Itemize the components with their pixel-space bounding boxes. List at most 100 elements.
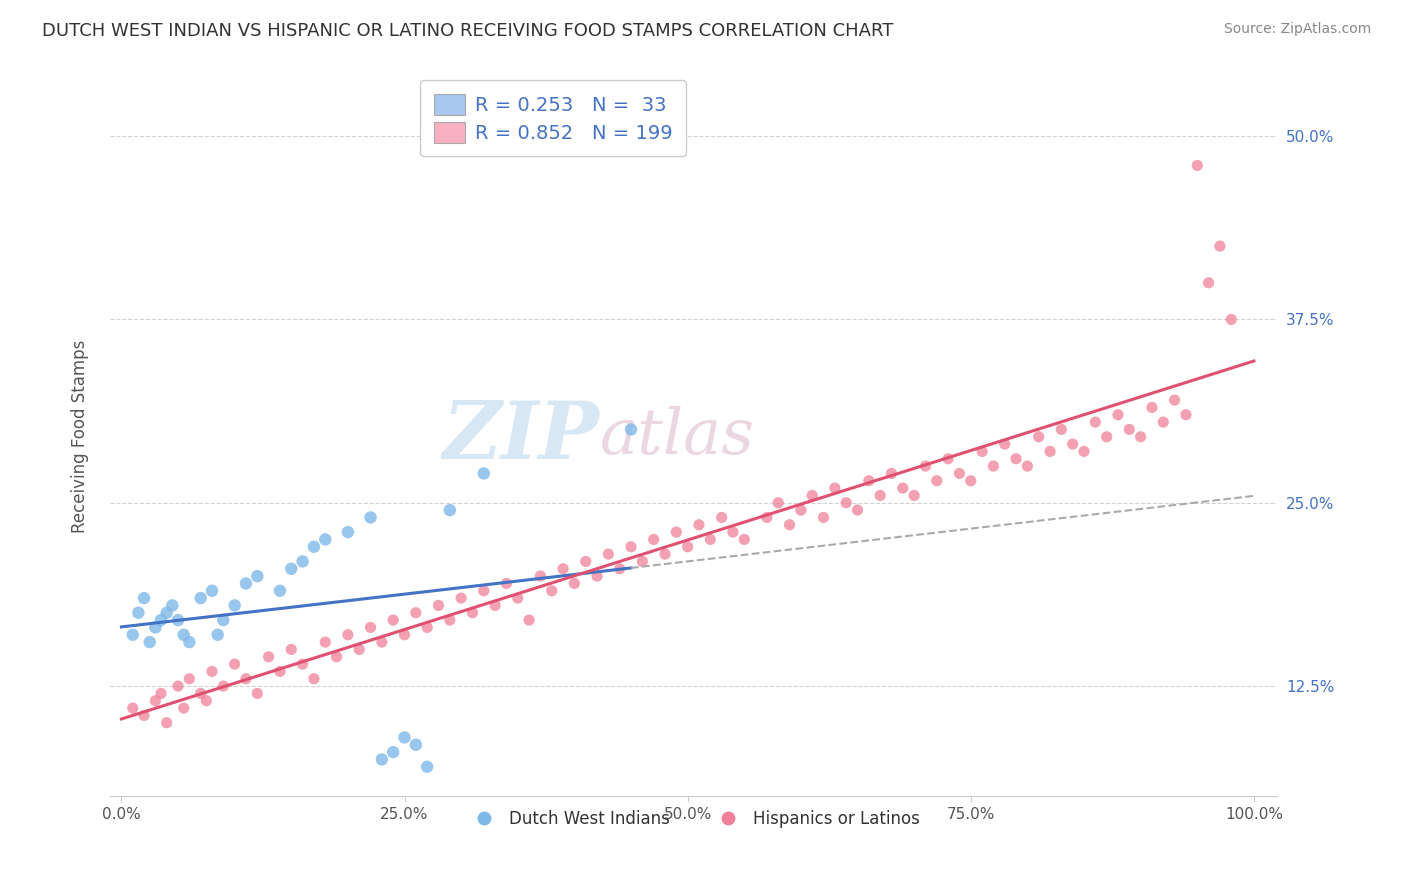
Point <box>801 488 824 502</box>
Point <box>721 525 744 540</box>
Point <box>336 628 359 642</box>
Point <box>858 474 880 488</box>
Point <box>620 540 643 554</box>
Point <box>314 533 336 547</box>
Point <box>925 474 948 488</box>
Point <box>1198 276 1220 290</box>
Point <box>472 467 495 481</box>
Point <box>121 628 143 642</box>
Point <box>1084 415 1107 429</box>
Point <box>699 533 721 547</box>
Point <box>156 715 179 730</box>
Point <box>517 613 540 627</box>
Point <box>959 474 981 488</box>
Point <box>506 591 529 606</box>
Point <box>179 672 201 686</box>
Point <box>564 576 586 591</box>
Point <box>416 620 439 634</box>
Point <box>382 613 405 627</box>
Point <box>936 451 959 466</box>
Point <box>1039 444 1062 458</box>
Point <box>970 444 993 458</box>
Point <box>325 649 347 664</box>
Point <box>1062 437 1084 451</box>
Point <box>394 731 416 745</box>
Point <box>643 533 665 547</box>
Point <box>347 642 370 657</box>
Point <box>575 554 598 568</box>
Point <box>145 694 167 708</box>
Point <box>235 576 257 591</box>
Point <box>688 517 710 532</box>
Point <box>461 606 484 620</box>
Point <box>1152 415 1174 429</box>
Point <box>1140 401 1163 415</box>
Point <box>207 628 229 642</box>
Point <box>138 635 160 649</box>
Point <box>1095 430 1118 444</box>
Point <box>314 635 336 649</box>
Point <box>145 620 167 634</box>
Point <box>1050 422 1073 436</box>
Text: atlas: atlas <box>600 406 755 467</box>
Point <box>371 752 394 766</box>
Point <box>121 701 143 715</box>
Point <box>768 496 790 510</box>
Point <box>280 642 302 657</box>
Point <box>824 481 846 495</box>
Point <box>880 467 903 481</box>
Point <box>127 606 149 620</box>
Point <box>903 488 925 502</box>
Point <box>450 591 472 606</box>
Point <box>1209 239 1232 253</box>
Point <box>150 686 173 700</box>
Point <box>132 708 155 723</box>
Point <box>620 422 643 436</box>
Point <box>654 547 676 561</box>
Point <box>710 510 733 524</box>
Y-axis label: Receiving Food Stamps: Receiving Food Stamps <box>72 340 89 533</box>
Point <box>586 569 609 583</box>
Point <box>162 599 184 613</box>
Point <box>167 679 190 693</box>
Point <box>269 665 291 679</box>
Point <box>790 503 813 517</box>
Point <box>427 599 450 613</box>
Point <box>280 562 302 576</box>
Point <box>1220 312 1243 326</box>
Point <box>472 583 495 598</box>
Point <box>755 510 778 524</box>
Point <box>246 686 269 700</box>
Point <box>416 760 439 774</box>
Point <box>201 583 224 598</box>
Point <box>195 694 218 708</box>
Point <box>813 510 835 524</box>
Point <box>994 437 1017 451</box>
Point <box>190 686 212 700</box>
Point <box>394 628 416 642</box>
Point <box>665 525 688 540</box>
Point <box>150 613 173 627</box>
Point <box>835 496 858 510</box>
Point <box>269 583 291 598</box>
Point <box>891 481 914 495</box>
Point <box>257 649 280 664</box>
Point <box>132 591 155 606</box>
Point <box>598 547 620 561</box>
Point <box>179 635 201 649</box>
Point <box>212 613 235 627</box>
Point <box>676 540 699 554</box>
Point <box>914 459 936 474</box>
Point <box>609 562 631 576</box>
Point <box>235 672 257 686</box>
Point <box>360 510 382 524</box>
Point <box>291 657 314 671</box>
Point <box>869 488 891 502</box>
Point <box>983 459 1005 474</box>
Point <box>1187 158 1209 172</box>
Point <box>224 599 246 613</box>
Point <box>201 665 224 679</box>
Point <box>484 599 506 613</box>
Point <box>1005 451 1028 466</box>
Point <box>190 591 212 606</box>
